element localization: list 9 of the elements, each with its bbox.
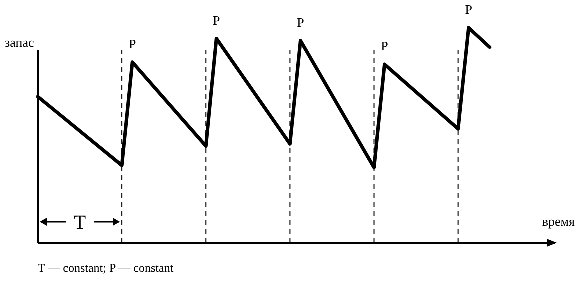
annotation: P: [128, 36, 136, 52]
annotation: P: [297, 14, 304, 30]
annotation: P: [213, 12, 220, 28]
x-axis-title: время: [542, 214, 576, 229]
annotation: T: [74, 212, 86, 234]
text: T — constant; P — constant: [38, 261, 174, 275]
y-axis-title: запас: [5, 35, 34, 50]
annotation: P: [381, 38, 388, 54]
annotation: P: [465, 2, 472, 17]
